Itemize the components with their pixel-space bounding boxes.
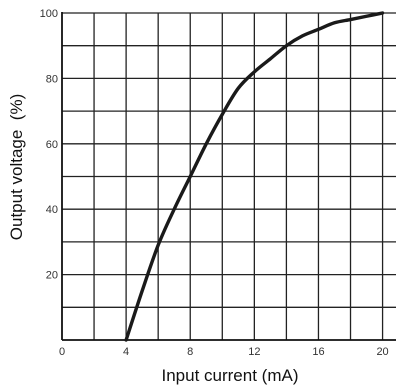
- data-point: [125, 339, 127, 341]
- x-tick-labels: 0 4 8 12 16 20: [59, 346, 389, 358]
- data-point: [381, 12, 384, 14]
- x-axis-label: Input current (mA): [162, 366, 299, 385]
- data-point: [173, 208, 176, 210]
- y-tick-label: 60: [46, 139, 58, 151]
- grid: [61, 12, 396, 341]
- data-point: [205, 143, 208, 145]
- data-point: [301, 35, 304, 37]
- y-tick-labels: 20 40 60 80 100: [40, 8, 58, 282]
- x-tick-label: 0: [59, 346, 65, 358]
- data-point: [333, 22, 336, 24]
- x-tick-label: 8: [187, 346, 193, 358]
- data-point: [269, 57, 272, 60]
- x-tick-label: 4: [123, 346, 129, 358]
- data-point: [157, 244, 159, 246]
- y-axis-label: Output voltage (%): [7, 94, 26, 240]
- y-tick-label: 80: [46, 73, 58, 85]
- x-tick-label: 16: [312, 346, 324, 358]
- data-point: [237, 87, 240, 90]
- y-tick-label: 100: [40, 8, 58, 20]
- data-point: [189, 175, 192, 178]
- y-tick-label: 20: [46, 270, 58, 282]
- data-point: [221, 113, 224, 116]
- data-point: [141, 290, 143, 292]
- series-layer: [124, 11, 385, 342]
- data-point: [317, 28, 320, 31]
- x-tick-label: 20: [376, 346, 388, 358]
- y-tick-label: 40: [46, 204, 58, 216]
- data-point: [285, 44, 288, 47]
- data-point: [349, 18, 352, 21]
- x-tick-label: 12: [248, 346, 260, 358]
- data-point: [253, 71, 256, 73]
- data-point: [365, 15, 368, 18]
